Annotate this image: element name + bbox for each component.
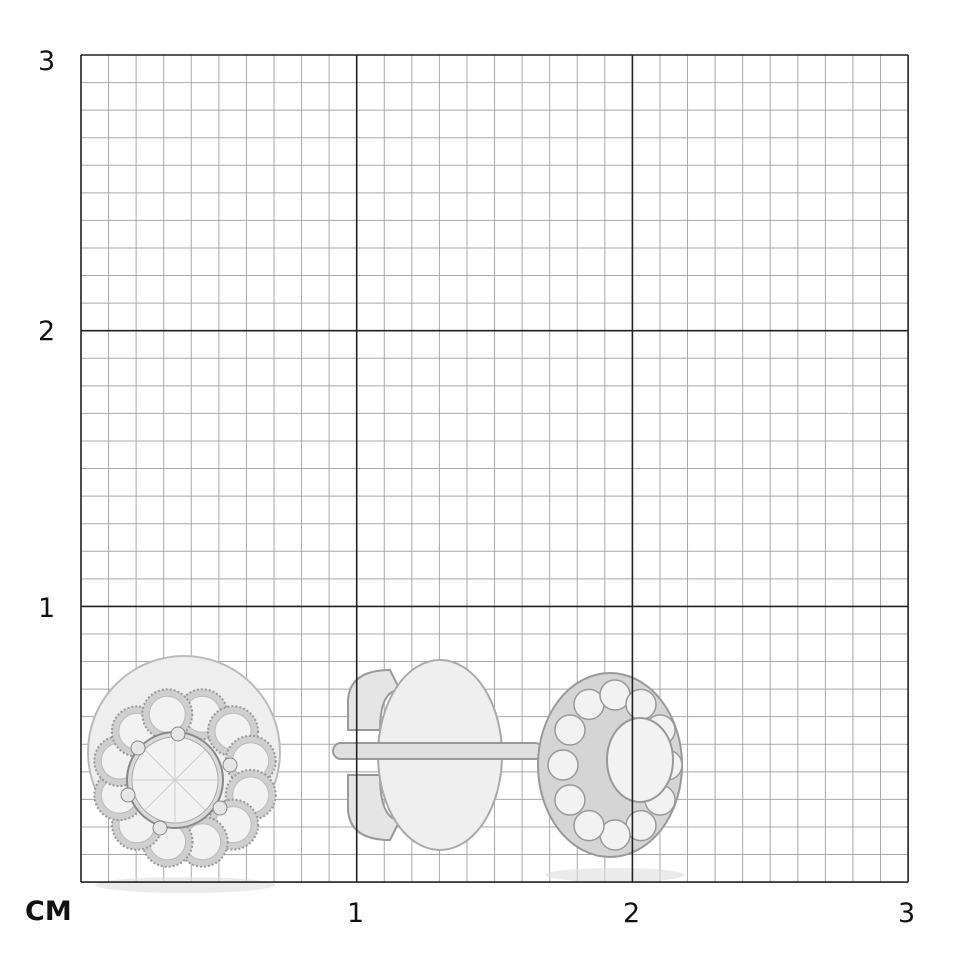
- x-tick-1: 1: [347, 898, 365, 929]
- diamond-facet: [144, 749, 176, 781]
- halo-diamond: [554, 714, 586, 746]
- shadow: [545, 868, 685, 882]
- prong: [120, 787, 136, 803]
- prong: [130, 740, 146, 756]
- earring-front-view: [87, 655, 281, 893]
- diamond-facet: [174, 779, 206, 811]
- diamond-facet: [144, 779, 176, 811]
- center-diamond: [606, 717, 674, 803]
- earring-post: [332, 742, 544, 760]
- y-tick-3: 3: [38, 46, 56, 77]
- prong: [170, 726, 186, 742]
- unit-label: CM: [25, 896, 72, 927]
- prong: [212, 800, 228, 816]
- prong: [152, 820, 168, 836]
- shadow: [95, 877, 275, 893]
- halo-diamond: [625, 688, 657, 721]
- diamond-facet: [174, 749, 206, 781]
- earnut-loop-top: [347, 668, 402, 731]
- y-tick-1: 1: [38, 593, 56, 624]
- x-tick-3: 3: [898, 898, 916, 929]
- earnut-loop-bottom: [347, 774, 402, 842]
- earring-side-view: [332, 659, 685, 882]
- prong: [222, 757, 238, 773]
- halo-diamond: [554, 784, 586, 816]
- halo-diamond: [547, 749, 579, 781]
- x-tick-2: 2: [623, 898, 641, 929]
- y-tick-2: 2: [38, 316, 56, 347]
- major-gridlines: [80, 54, 909, 883]
- halo-diamond: [573, 809, 605, 842]
